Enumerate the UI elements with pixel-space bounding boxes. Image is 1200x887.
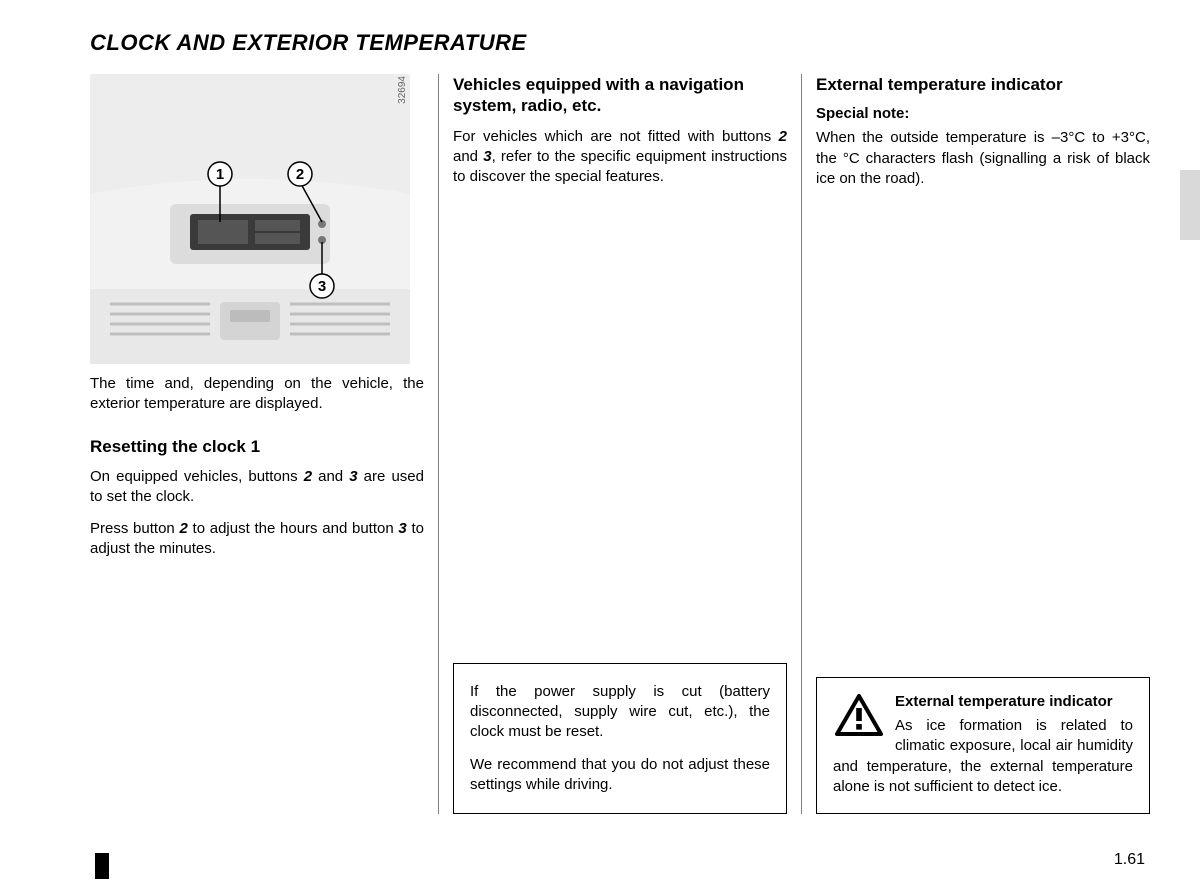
diagram-caption: The time and, depending on the vehicle, … bbox=[90, 374, 424, 415]
footer-mark bbox=[95, 853, 109, 879]
column-2: Vehicles equipped with a navigation syst… bbox=[438, 74, 801, 814]
svg-text:2: 2 bbox=[296, 166, 304, 183]
column-3: External temperature indicator Special n… bbox=[801, 74, 1150, 814]
reset-clock-heading: Resetting the clock 1 bbox=[90, 437, 424, 457]
page-number: 1.61 bbox=[1114, 851, 1145, 869]
note-p2: We recommend that you do not adjust thes… bbox=[470, 755, 770, 796]
nav-system-p1: For vehicles which are not fitted with b… bbox=[453, 127, 787, 188]
manual-page: CLOCK AND EXTERIOR TEMPERATURE 32694 bbox=[0, 0, 1200, 814]
nav-system-heading: Vehicles equipped with a navigation syst… bbox=[453, 74, 787, 117]
columns: 32694 bbox=[90, 74, 1150, 814]
svg-text:3: 3 bbox=[318, 278, 326, 295]
column-1: 32694 bbox=[90, 74, 438, 814]
reset-clock-heading-text: Resetting the clock 1 bbox=[90, 437, 260, 456]
svg-text:1: 1 bbox=[216, 166, 224, 183]
reset-clock-p2: Press button 2 to adjust the hours and b… bbox=[90, 519, 424, 560]
note-p1: If the power supply is cut (battery disc… bbox=[470, 682, 770, 743]
reset-clock-p1: On equipped vehicles, buttons 2 and 3 ar… bbox=[90, 467, 424, 508]
page-title: CLOCK AND EXTERIOR TEMPERATURE bbox=[90, 30, 1150, 56]
power-supply-note-box: If the power supply is cut (battery disc… bbox=[453, 663, 787, 814]
warning-box: External temperature indicator As ice fo… bbox=[816, 677, 1150, 814]
diagram-svg: 1 2 3 bbox=[90, 74, 410, 364]
ext-temp-heading: External temperature indicator bbox=[816, 74, 1150, 95]
diagram-ref-number: 32694 bbox=[397, 76, 408, 104]
dashboard-diagram: 32694 bbox=[90, 74, 410, 364]
side-tab bbox=[1180, 170, 1200, 240]
warning-icon bbox=[833, 692, 885, 738]
special-note-label: Special note: bbox=[816, 105, 1150, 122]
ext-temp-p1: When the outside temperature is –3°C to … bbox=[816, 128, 1150, 189]
